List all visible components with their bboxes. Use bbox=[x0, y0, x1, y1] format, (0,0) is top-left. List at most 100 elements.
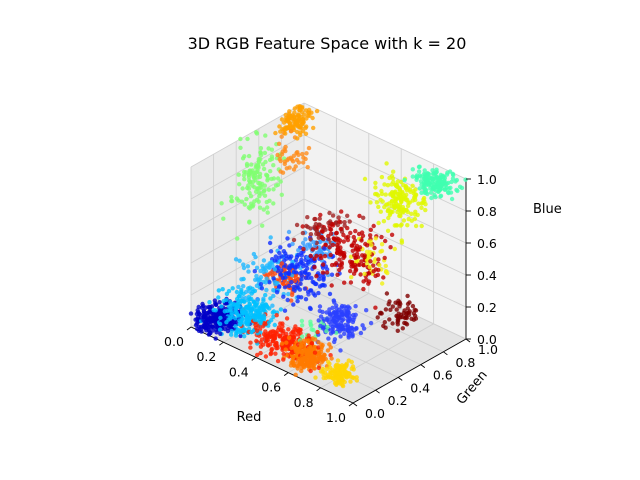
x-tick-mark bbox=[283, 372, 289, 376]
scatter-point bbox=[300, 230, 306, 236]
scatter-point bbox=[297, 261, 302, 266]
scatter-point bbox=[222, 309, 227, 314]
scatter-point bbox=[235, 305, 240, 310]
scatter-point bbox=[256, 180, 261, 186]
scatter-point bbox=[300, 334, 305, 339]
scatter-point bbox=[375, 315, 380, 320]
scatter-point bbox=[205, 310, 211, 315]
y-tick-label: 0.4 bbox=[410, 380, 430, 395]
scatter-point bbox=[271, 314, 276, 319]
scatter-point bbox=[432, 184, 437, 190]
scatter-point bbox=[244, 313, 249, 318]
scatter-point bbox=[258, 268, 263, 274]
scatter-point bbox=[347, 313, 352, 318]
scatter-point bbox=[328, 312, 333, 317]
scatter-point bbox=[266, 187, 272, 192]
scatter-point bbox=[338, 348, 343, 353]
scatter-point bbox=[279, 117, 285, 122]
z-tick-label: 0.0 bbox=[477, 332, 497, 347]
scatter-point bbox=[385, 183, 391, 188]
scatter-point bbox=[354, 326, 359, 331]
scatter-point bbox=[258, 282, 264, 287]
scatter-point bbox=[318, 349, 324, 355]
scatter-point bbox=[368, 200, 373, 205]
scatter-point bbox=[239, 277, 244, 282]
scatter-point bbox=[278, 272, 283, 277]
x-tick-label: 0.4 bbox=[229, 364, 249, 379]
scatter-point bbox=[291, 167, 297, 172]
scatter-point bbox=[300, 151, 305, 157]
scatter-point bbox=[267, 198, 272, 203]
scatter-point bbox=[260, 263, 265, 269]
scatter-point bbox=[237, 258, 242, 263]
scatter-points bbox=[188, 104, 468, 389]
scatter-point bbox=[255, 317, 260, 323]
scatter-point bbox=[353, 246, 358, 251]
scatter-point bbox=[278, 245, 283, 250]
scatter-point bbox=[281, 294, 286, 299]
scatter-point bbox=[296, 152, 301, 157]
scatter-point bbox=[282, 159, 288, 164]
scatter-point bbox=[218, 331, 223, 336]
scatter-point bbox=[234, 196, 240, 201]
scatter-point bbox=[298, 331, 303, 336]
scatter-point bbox=[270, 263, 275, 269]
scatter-point bbox=[346, 234, 351, 239]
scatter-point bbox=[374, 200, 380, 205]
scatter-point bbox=[284, 340, 289, 345]
scatter-point bbox=[257, 174, 263, 180]
scatter-point bbox=[233, 316, 238, 321]
scatter-point bbox=[251, 261, 256, 266]
scatter-point bbox=[246, 269, 251, 274]
scatter-point bbox=[213, 308, 218, 313]
x-tick-mark bbox=[186, 326, 192, 331]
scatter-point bbox=[328, 252, 333, 258]
scatter-point bbox=[354, 378, 360, 383]
scatter-point bbox=[235, 236, 240, 241]
scatter-point bbox=[349, 275, 354, 280]
scatter-point bbox=[253, 307, 258, 312]
scatter-point bbox=[301, 246, 306, 252]
scatter-point bbox=[229, 328, 234, 334]
scatter-point bbox=[322, 352, 327, 358]
scatter-point bbox=[254, 283, 260, 288]
scatter-point bbox=[253, 322, 258, 328]
scatter-point bbox=[274, 313, 279, 318]
scatter-point bbox=[395, 328, 400, 333]
scatter-point bbox=[326, 237, 331, 242]
scatter-point bbox=[386, 215, 391, 221]
scatter-point bbox=[261, 166, 267, 172]
scatter-point bbox=[421, 195, 427, 201]
scatter-point bbox=[368, 259, 373, 264]
scatter-point bbox=[265, 178, 270, 183]
scatter-point bbox=[407, 200, 412, 205]
scatter-point bbox=[338, 245, 343, 250]
scatter-point bbox=[299, 273, 305, 279]
scatter-point bbox=[254, 328, 260, 333]
scatter-point bbox=[353, 304, 358, 309]
scatter-point bbox=[288, 129, 294, 134]
scatter-point bbox=[319, 235, 324, 240]
scatter-point bbox=[271, 201, 276, 206]
scatter-point bbox=[283, 131, 288, 136]
scatter-point bbox=[343, 312, 348, 317]
scatter-point bbox=[375, 272, 381, 278]
scatter-point bbox=[389, 203, 394, 209]
scatter-point bbox=[235, 312, 240, 317]
scatter-point bbox=[307, 305, 313, 311]
scatter-point bbox=[312, 350, 318, 355]
scatter-point bbox=[260, 223, 265, 228]
scatter-point bbox=[269, 147, 275, 152]
scatter-point bbox=[258, 150, 263, 155]
scatter-point bbox=[329, 283, 334, 288]
scatter-point bbox=[206, 317, 211, 322]
scatter-point bbox=[299, 295, 304, 300]
scatter-point bbox=[313, 375, 318, 380]
scatter-point bbox=[419, 190, 424, 195]
scatter-point bbox=[346, 371, 352, 376]
scatter-point bbox=[306, 110, 311, 115]
scatter-point bbox=[314, 240, 319, 246]
scatter-point bbox=[251, 299, 257, 304]
scatter-point bbox=[213, 336, 218, 341]
scatter-point bbox=[295, 285, 301, 290]
